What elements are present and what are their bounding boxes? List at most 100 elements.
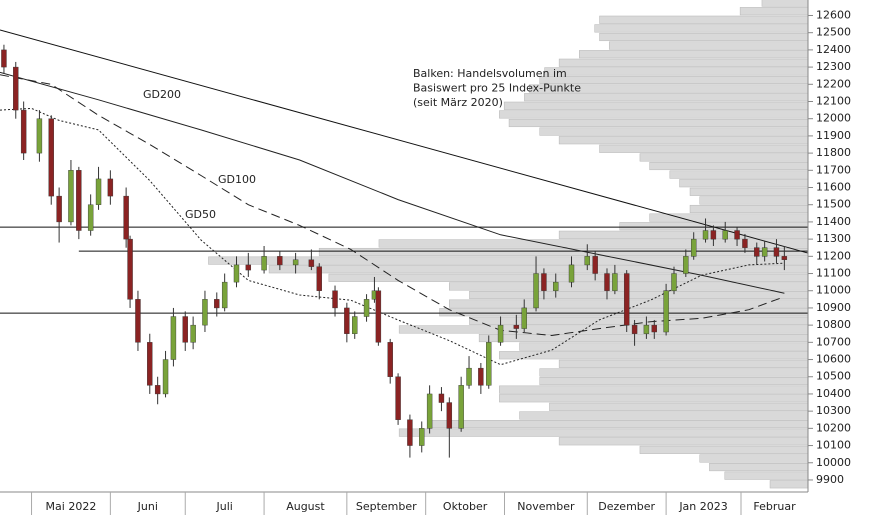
volume-bar xyxy=(398,428,809,437)
volume-bar xyxy=(499,351,809,360)
candle-body xyxy=(221,281,228,309)
volume-bar xyxy=(709,463,809,472)
volume-bar xyxy=(649,161,809,171)
candle-body xyxy=(76,170,82,231)
volume-bar xyxy=(679,179,809,188)
candle-body xyxy=(127,238,133,300)
volume-bar xyxy=(558,136,809,145)
candle-body xyxy=(683,256,689,274)
volume-bar xyxy=(318,247,809,257)
volume-bar xyxy=(524,93,809,102)
candle-body xyxy=(190,324,196,343)
candle-body xyxy=(426,393,433,429)
y-tick-label: 9900 xyxy=(816,473,844,486)
candle-body xyxy=(344,307,350,334)
x-tick-label: Februar xyxy=(753,500,796,513)
volume-bar xyxy=(558,58,809,67)
y-tick-label: 11300 xyxy=(816,232,851,245)
candle-body xyxy=(87,204,94,231)
candle-body xyxy=(277,256,283,266)
candle-body xyxy=(604,273,610,291)
candle-body xyxy=(56,195,62,223)
x-tick-label: November xyxy=(517,500,575,513)
candle-body xyxy=(214,299,220,309)
y-tick-label: 12000 xyxy=(816,112,851,125)
candle-body xyxy=(395,376,401,420)
candle-body xyxy=(781,256,788,260)
volume-bar xyxy=(549,402,809,411)
candle-body xyxy=(761,247,768,257)
volume-bar xyxy=(769,480,809,489)
volume-bar xyxy=(539,376,809,386)
y-tick-label: 11800 xyxy=(816,146,851,159)
series-label: GD100 xyxy=(218,173,256,186)
candle-body xyxy=(690,238,697,257)
candle-body xyxy=(466,367,472,386)
volume-bar xyxy=(558,359,809,368)
candle-body xyxy=(458,385,464,429)
y-tick-label: 12300 xyxy=(816,60,851,73)
candle-body xyxy=(332,290,338,309)
annotation: Basiswert pro 25 Index-Punkte xyxy=(413,82,581,95)
candle-body xyxy=(36,118,43,154)
candle-body xyxy=(553,281,559,291)
volume-bar xyxy=(499,110,809,119)
candle-body xyxy=(568,264,575,283)
volume-bar xyxy=(739,7,809,16)
candle-body xyxy=(202,299,208,326)
candle-body xyxy=(182,316,188,343)
candle-body xyxy=(419,428,425,446)
volume-bar xyxy=(599,15,809,24)
candle-body xyxy=(147,342,153,386)
y-tick-label: 12400 xyxy=(816,43,851,56)
y-tick-label: 11900 xyxy=(816,129,851,142)
volume-bar xyxy=(398,325,809,334)
y-tick-label: 12600 xyxy=(816,8,851,21)
candle-body xyxy=(107,178,114,197)
volume-bar xyxy=(499,394,809,403)
candle-body xyxy=(478,367,484,386)
volume-bar xyxy=(428,419,809,429)
candle-body xyxy=(316,266,322,291)
candle-body xyxy=(663,290,669,333)
x-tick-label: Mai 2022 xyxy=(46,500,97,513)
volume-bar xyxy=(639,153,809,162)
volume-bar xyxy=(558,230,809,239)
annotation: (seit März 2020) xyxy=(413,96,503,109)
volume-bar xyxy=(208,256,809,265)
y-tick-label: 10500 xyxy=(816,370,851,383)
volume-bar xyxy=(669,170,809,179)
reference-line xyxy=(0,29,809,254)
y-tick-label: 10900 xyxy=(816,301,851,314)
candle-body xyxy=(13,66,19,111)
x-tick-label: August xyxy=(286,500,325,513)
volume-bar xyxy=(579,50,809,59)
candle-body xyxy=(162,359,169,395)
y-tick-label: 10000 xyxy=(816,456,851,469)
y-tick-label: 11600 xyxy=(816,181,851,194)
x-tick-label: Dezember xyxy=(598,500,655,513)
volume-bar xyxy=(519,411,809,420)
candle-body xyxy=(352,316,358,334)
candle-body xyxy=(513,324,520,329)
candle-body xyxy=(651,324,657,333)
annotation: Balken: Handelsvolumen im xyxy=(413,67,567,80)
candle-body xyxy=(541,273,547,291)
volume-bar xyxy=(544,67,809,76)
candle-body xyxy=(407,419,413,446)
y-tick-label: 11700 xyxy=(816,163,851,176)
candle-body xyxy=(710,230,717,240)
volume-bar xyxy=(539,368,809,377)
candle-body xyxy=(671,273,677,291)
candle-body xyxy=(308,259,315,267)
candle-body xyxy=(438,393,445,403)
volume-bar xyxy=(478,333,809,343)
y-tick-label: 10700 xyxy=(816,335,851,348)
volume-bar xyxy=(439,308,809,317)
candle-body xyxy=(154,385,161,395)
x-tick-label: Juli xyxy=(215,500,232,513)
moving-average xyxy=(0,71,785,294)
candle-body xyxy=(592,256,598,274)
volume-bar xyxy=(724,471,809,480)
